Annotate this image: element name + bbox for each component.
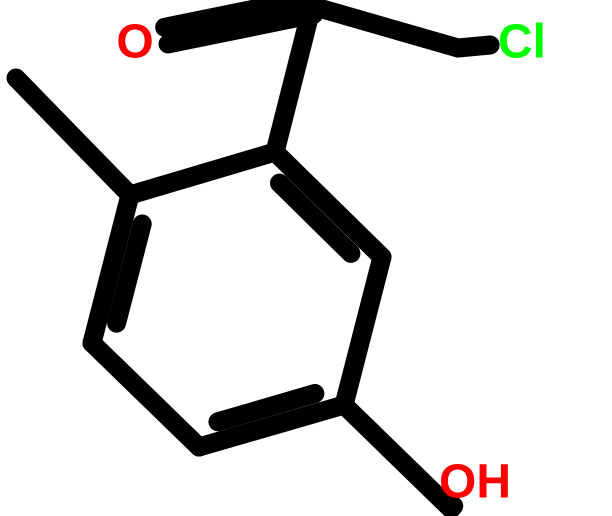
chlorine-atom-label: Cl (498, 15, 546, 70)
hydroxyl-group-label: OH (439, 455, 511, 510)
oxygen-atom-label: O (116, 15, 153, 70)
molecule-diagram (0, 0, 612, 516)
